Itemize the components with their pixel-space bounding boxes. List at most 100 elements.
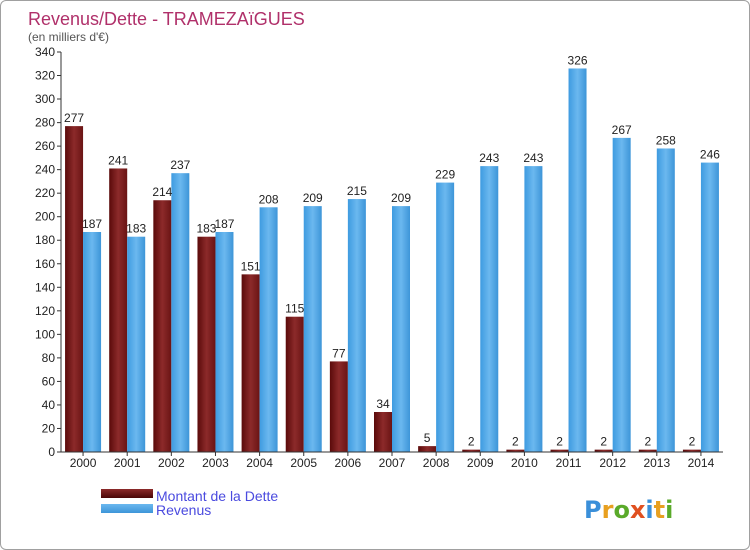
- bar-dette: [109, 168, 128, 452]
- x-tick-label: 2008: [423, 456, 450, 470]
- data-label: 277: [64, 111, 84, 125]
- y-tick-label: 80: [42, 351, 56, 365]
- y-tick-label: 20: [42, 421, 56, 435]
- bar-revenus: [215, 232, 234, 452]
- y-tick-label: 100: [35, 327, 55, 341]
- data-label: 243: [479, 151, 499, 165]
- legend: Montant de la Dette Revenus: [101, 488, 278, 518]
- bar-revenus: [392, 206, 410, 452]
- bar-revenus: [436, 182, 455, 452]
- y-tick-label: 280: [35, 116, 55, 130]
- x-tick-label: 2002: [158, 456, 185, 470]
- y-tick-label: 200: [35, 210, 55, 224]
- data-label: 187: [214, 217, 234, 231]
- bar-revenus: [568, 68, 587, 453]
- x-tick-label: 2000: [70, 456, 97, 470]
- y-tick-label: 220: [35, 186, 55, 200]
- data-label: 2: [689, 435, 696, 449]
- bar-dette: [153, 200, 172, 452]
- y-tick-label: 300: [35, 92, 55, 106]
- y-tick-label: 160: [35, 257, 55, 271]
- svg-text:Proxiti: Proxiti: [584, 496, 673, 524]
- x-axis: 2000 2001 2002 2003 2004 2005 2006 2007 2008 2009…: [61, 451, 723, 470]
- proxiti-logo: Proxiti: [584, 496, 673, 524]
- data-label: 229: [435, 168, 455, 182]
- x-tick-label: 2004: [246, 456, 273, 470]
- data-label: 241: [108, 153, 128, 167]
- data-label: 5: [424, 431, 431, 445]
- x-tick-label: 2009: [467, 456, 494, 470]
- data-label: 2: [644, 435, 651, 449]
- bar-revenus: [700, 162, 719, 452]
- bar-dette: [285, 316, 304, 452]
- y-tick-label: 60: [42, 374, 56, 388]
- data-label: 215: [347, 184, 367, 198]
- data-label: 246: [700, 148, 720, 162]
- y-axis: 0 20 40 60 80 100 120 140 160 180 200 220 240 260 280 3…: [35, 45, 62, 459]
- bar-dette: [594, 449, 613, 452]
- bar-revenus: [259, 207, 278, 452]
- legend-label-debt: Montant de la Dette: [156, 488, 278, 504]
- bar-revenus: [347, 199, 366, 452]
- data-label: 326: [568, 53, 588, 67]
- bar-dette: [65, 126, 84, 452]
- x-tick-label: 2012: [599, 456, 626, 470]
- bar-revenus: [612, 137, 631, 452]
- data-label: 2: [468, 435, 475, 449]
- bar-dette: [329, 361, 348, 452]
- bar-dette: [638, 449, 657, 452]
- data-label: 187: [82, 217, 102, 231]
- x-tick-label: 2007: [379, 456, 406, 470]
- y-tick-label: 0: [48, 445, 55, 459]
- bar-revenus: [303, 206, 322, 452]
- y-tick-label: 260: [35, 139, 55, 153]
- data-label: 258: [656, 133, 676, 147]
- bar-revenus: [83, 232, 102, 452]
- y-tick-label: 320: [35, 69, 55, 83]
- bar-dette: [418, 446, 437, 452]
- x-tick-label: 2001: [114, 456, 141, 470]
- x-tick-label: 2011: [556, 456, 582, 470]
- bar-revenus: [480, 166, 499, 452]
- bar-dette: [197, 236, 216, 452]
- bar-revenus: [656, 148, 675, 452]
- data-label: 2: [600, 435, 607, 449]
- y-tick-label: 340: [35, 45, 55, 59]
- data-label: 2: [556, 435, 563, 449]
- y-tick-label: 140: [35, 280, 55, 294]
- bar-revenus: [127, 236, 146, 452]
- data-label: 34: [376, 397, 390, 411]
- data-label: 2: [512, 435, 519, 449]
- bar-dette: [462, 449, 481, 452]
- data-label: 183: [126, 222, 146, 236]
- y-tick-label: 240: [35, 163, 55, 177]
- data-label: 151: [241, 259, 261, 273]
- chart-title: Revenus/Dette - TRAMEZAïGUES: [28, 9, 305, 29]
- data-label: 77: [332, 346, 346, 360]
- bar-revenus: [524, 166, 543, 452]
- y-tick-label: 120: [35, 304, 55, 318]
- data-label: 115: [285, 302, 304, 316]
- bar-dette: [506, 449, 525, 452]
- data-label: 209: [303, 191, 323, 205]
- data-label: 243: [523, 151, 543, 165]
- x-tick-label: 2013: [643, 456, 670, 470]
- data-label: 237: [170, 158, 190, 172]
- data-label: 267: [612, 123, 632, 137]
- bars: [65, 68, 719, 453]
- x-tick-label: 2005: [290, 456, 317, 470]
- data-labels: 2771872411832142371831871512081152097721…: [64, 53, 720, 448]
- bar-dette: [550, 449, 569, 452]
- data-label: 214: [152, 185, 172, 199]
- x-tick-label: 2003: [202, 456, 229, 470]
- x-tick-label: 2014: [688, 456, 715, 470]
- y-tick-label: 40: [42, 398, 56, 412]
- legend-swatch-revenus: [101, 504, 153, 513]
- bar-revenus: [171, 173, 190, 453]
- data-label: 183: [196, 222, 216, 236]
- y-tick-label: 180: [35, 233, 55, 247]
- bar-dette: [682, 449, 701, 452]
- chart-subtitle: (en milliers d'€): [28, 30, 109, 44]
- data-label: 209: [391, 191, 411, 205]
